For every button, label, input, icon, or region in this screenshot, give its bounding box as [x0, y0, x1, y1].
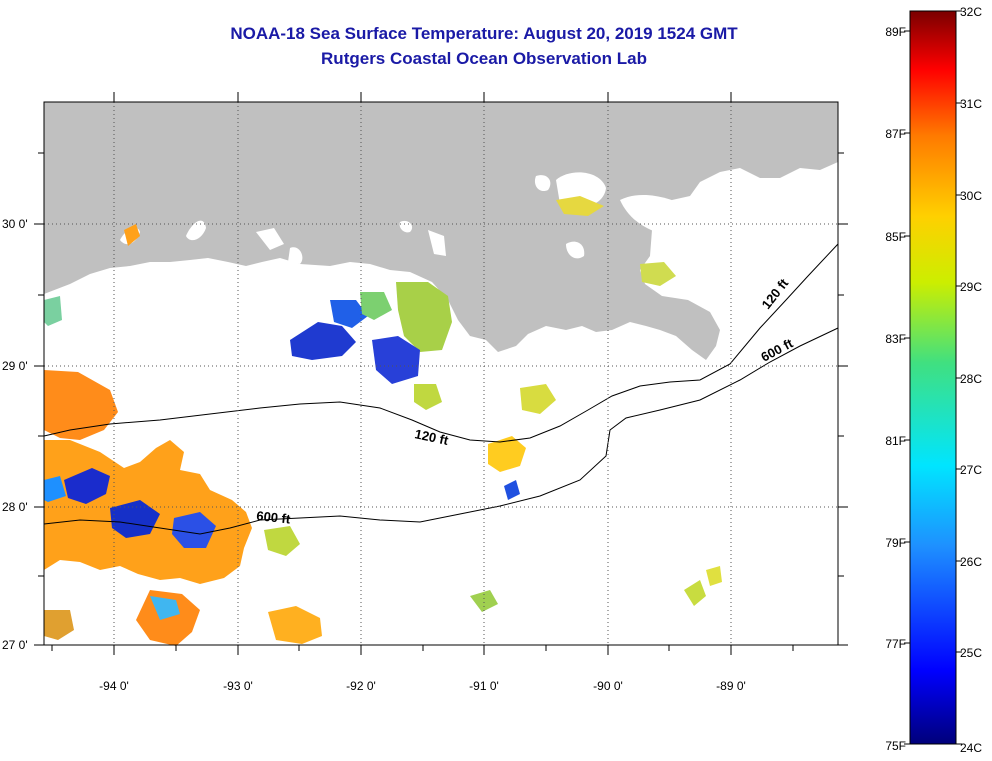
colorbar-f-label: 81F: [885, 434, 906, 448]
map-title: NOAA-18 Sea Surface Temperature: August …: [230, 24, 738, 43]
colorbar-f-label: 85F: [885, 230, 906, 244]
colorbar-c-label: 24C: [960, 741, 982, 755]
colorbar-c-label: 32C: [960, 5, 982, 19]
colorbar-c-label: 26C: [960, 555, 982, 569]
lon-label: -94 0': [99, 679, 129, 693]
bay: [186, 220, 206, 241]
lon-label: -90 0': [593, 679, 623, 693]
colorbar-f-label: 79F: [885, 536, 906, 550]
colorbar-c-label: 27C: [960, 463, 982, 477]
lat-label: 27 0': [2, 638, 28, 652]
bay: [700, 190, 800, 223]
contour-600ft: [43, 327, 839, 535]
colorbar-c-label: 30C: [960, 189, 982, 203]
colorbar-f-label: 75F: [885, 739, 906, 753]
colorbar-c-label: 25C: [960, 646, 982, 660]
bay: [534, 175, 551, 192]
bay: [566, 241, 585, 259]
contour-label: 120 ft: [413, 426, 450, 448]
lon-label: -92 0': [346, 679, 376, 693]
lat-label: 30 0': [2, 217, 28, 231]
lat-label: 29 0': [2, 359, 28, 373]
colorbar-c-label: 31C: [960, 97, 982, 111]
bay: [428, 230, 446, 256]
colorbar-c-label: 29C: [960, 280, 982, 294]
colorbar-ticks: [904, 10, 962, 745]
sst-patches: [44, 196, 722, 646]
ticks: [34, 92, 848, 655]
colorbar-f-label: 87F: [885, 127, 906, 141]
colorbar-f-label: 83F: [885, 332, 906, 346]
contour-120ft: [43, 243, 839, 443]
lon-label: -91 0': [469, 679, 499, 693]
bay: [620, 194, 694, 236]
colorbar-f-label: 89F: [885, 25, 906, 39]
colorbar: [909, 10, 957, 745]
contour-label: 600 ft: [256, 508, 292, 527]
bay: [288, 247, 303, 264]
land-mass: [44, 102, 838, 360]
colorbar-f-label: 77F: [885, 637, 906, 651]
lon-label: -93 0': [223, 679, 253, 693]
bay: [256, 228, 284, 250]
lon-label: -89 0': [716, 679, 746, 693]
map-subtitle: Rutgers Coastal Ocean Observation Lab: [321, 49, 647, 68]
colorbar-c-label: 28C: [960, 372, 982, 386]
lat-label: 28 0': [2, 500, 28, 514]
